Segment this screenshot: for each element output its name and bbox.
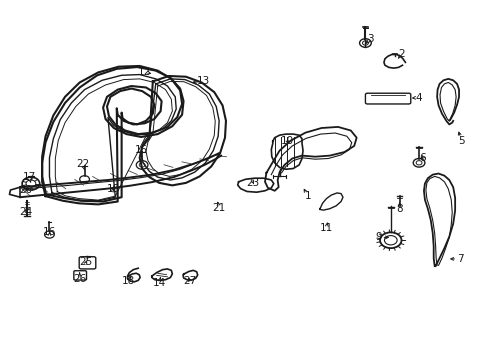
Text: 25: 25 (79, 257, 92, 267)
Text: 16: 16 (43, 227, 56, 237)
Text: 1: 1 (304, 191, 310, 201)
Text: 9: 9 (374, 232, 381, 242)
Text: 21: 21 (212, 203, 225, 213)
Text: 19: 19 (107, 184, 120, 194)
Text: 2: 2 (397, 49, 404, 59)
Text: 15: 15 (134, 144, 147, 154)
Text: 5: 5 (457, 136, 464, 145)
Text: 18: 18 (122, 276, 135, 286)
Text: 14: 14 (152, 278, 165, 288)
Text: 10: 10 (280, 136, 293, 145)
Text: 12: 12 (138, 67, 151, 77)
Text: 23: 23 (246, 178, 259, 188)
Text: 20: 20 (20, 185, 33, 195)
Text: 22: 22 (76, 159, 89, 169)
Text: 11: 11 (319, 224, 332, 233)
Text: 26: 26 (73, 274, 86, 284)
Text: 4: 4 (415, 93, 422, 103)
Text: 13: 13 (196, 76, 209, 86)
Text: 24: 24 (20, 207, 33, 217)
Text: 17: 17 (22, 172, 36, 182)
Text: 3: 3 (366, 35, 373, 44)
Text: 7: 7 (456, 254, 463, 264)
Text: 27: 27 (183, 276, 196, 286)
Text: 8: 8 (395, 204, 402, 214)
Text: 6: 6 (418, 153, 425, 163)
